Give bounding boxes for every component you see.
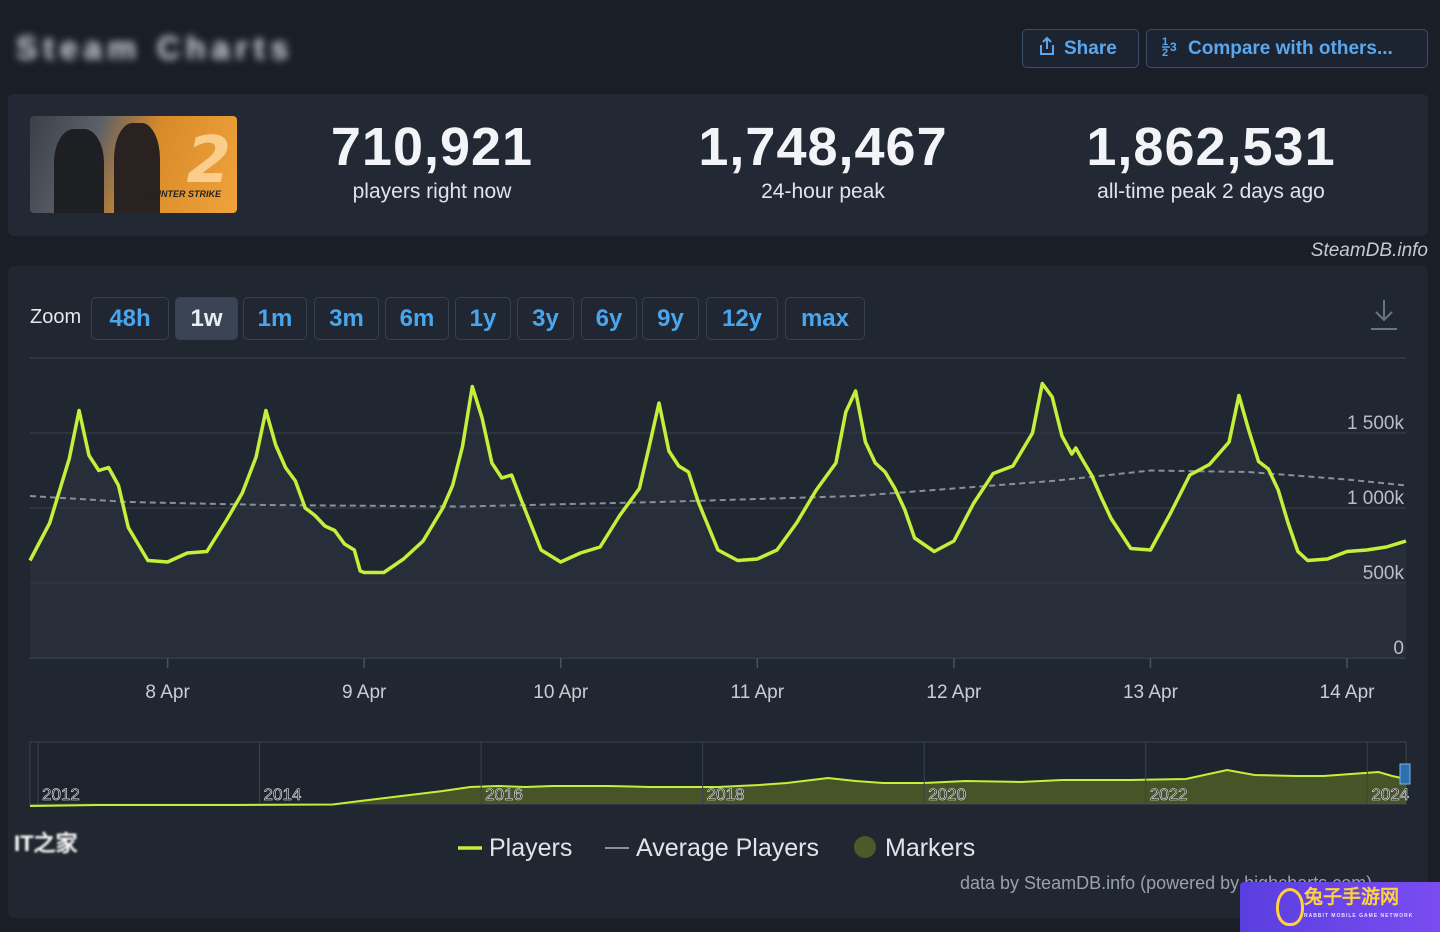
- navigator-tick-label: 2014: [264, 785, 302, 804]
- capsule-number: 2: [186, 124, 231, 198]
- compare-label: Compare with others...: [1188, 37, 1393, 59]
- zoom-button-3m[interactable]: 3m: [314, 297, 379, 340]
- navigator-tick-label: 2022: [1150, 785, 1188, 804]
- area-layer: [30, 383, 1406, 658]
- zoom-button-1m[interactable]: 1m: [243, 297, 307, 340]
- stats-panel: 2 COUNTER STRIKE 710,921 players right n…: [8, 94, 1428, 236]
- alltime-peak-label: all-time peak 2 days ago: [1097, 180, 1325, 203]
- legend-markers-symbol: [854, 836, 876, 858]
- navigator-tick-label: 2020: [928, 785, 966, 804]
- svg-text:1: 1: [1162, 36, 1168, 48]
- main-chart[interactable]: 1 500k 1 000k 500k 0 8 Apr 9 Apr 10 Apr 11 Apr…: [8, 266, 1428, 918]
- x-tick-label: 12 Apr: [926, 682, 982, 703]
- svg-text:3: 3: [1170, 40, 1177, 54]
- zoom-button-3y[interactable]: 3y: [517, 297, 574, 340]
- rabbit-icon: [1276, 888, 1304, 926]
- stat-24h-peak: 1,748,467 24-hour peak: [676, 116, 970, 204]
- players-line: [28, 381, 1407, 575]
- stat-alltime-peak: 1,862,531 all-time peak 2 days ago: [1066, 116, 1356, 204]
- zoom-button-48h[interactable]: 48h: [91, 297, 169, 340]
- average-players-line: [29, 469, 1407, 508]
- capsule-title: COUNTER STRIKE: [140, 189, 221, 199]
- x-tick-label: 8 Apr: [145, 682, 190, 703]
- zoom-button-max[interactable]: max: [785, 297, 865, 340]
- stat-current: 710,921 players right now: [300, 116, 564, 204]
- game-capsule-image[interactable]: 2 COUNTER STRIKE: [30, 116, 237, 213]
- players-area: [30, 383, 1406, 658]
- x-tick-label: 13 Apr: [1123, 682, 1179, 703]
- average-line-layer: [29, 469, 1407, 508]
- x-tick-label: 9 Apr: [342, 682, 387, 703]
- y-tick-label: 500k: [1363, 563, 1405, 584]
- navigator-handle: [1399, 763, 1411, 785]
- soldier-figure: [114, 123, 160, 213]
- peak-24h-label: 24-hour peak: [761, 180, 885, 203]
- legend-average-label: Average Players: [636, 834, 819, 862]
- navigator-tick-label: 2012: [42, 785, 80, 804]
- x-axis-labels: 8 Apr 9 Apr 10 Apr 11 Apr 12 Apr 13 Apr 14 Apr: [145, 658, 1375, 703]
- watermark-logo: IT之家: [14, 831, 78, 856]
- y-tick-label: 1 000k: [1347, 488, 1405, 509]
- x-tick-label: 14 Apr: [1320, 682, 1376, 703]
- share-icon: [1038, 36, 1056, 61]
- brand-tag[interactable]: SteamDB.info: [1310, 240, 1428, 261]
- badge-title: 兔子手游网: [1304, 887, 1400, 908]
- navigator-tick-label: 2018: [707, 785, 745, 804]
- navigator-line: [29, 768, 1407, 807]
- chart-panel: Zoom 48h 1w 1m 3m 6m 1y 3y 6y 9y 12y max 1 500k 1 0…: [8, 266, 1428, 918]
- share-button[interactable]: Share: [1022, 29, 1139, 68]
- zoom-button-9y[interactable]: 9y: [642, 297, 699, 340]
- download-icon[interactable]: [1368, 298, 1400, 332]
- zoom-button-6y[interactable]: 6y: [581, 297, 637, 340]
- navigator-tick-label: 2016: [485, 785, 523, 804]
- legend-markers-label: Markers: [885, 834, 975, 862]
- alltime-peak-value: 1,862,531: [1086, 117, 1336, 177]
- soldier-figure: [54, 129, 104, 213]
- app-title: Steam Charts: [16, 30, 295, 66]
- zoom-button-1y[interactable]: 1y: [455, 297, 511, 340]
- current-players-label: players right now: [352, 180, 512, 203]
- share-label: Share: [1064, 37, 1117, 59]
- navigator: 2012 2014 2016 2018 2020 2022 2024: [29, 741, 1411, 807]
- x-tick-label: 11 Apr: [731, 682, 785, 703]
- legend-players-label: Players: [489, 834, 572, 862]
- zoom-button-12y[interactable]: 12y: [706, 297, 778, 340]
- peak-24h-value: 1,748,467: [698, 117, 948, 177]
- zoom-button-1w[interactable]: 1w: [175, 297, 238, 340]
- badge-subtitle: RABBIT MOBILE GAME NETWORK: [1304, 913, 1414, 919]
- x-tick-label: 10 Apr: [533, 682, 589, 703]
- current-players-value: 710,921: [330, 117, 534, 177]
- players-line-layer: [28, 381, 1407, 575]
- watermark-badge: 兔子手游网 RABBIT MOBILE GAME NETWORK: [1240, 882, 1440, 932]
- y-axis-labels: 1 500k 1 000k 500k 0: [1347, 413, 1405, 659]
- zoom-button-6m[interactable]: 6m: [385, 297, 449, 340]
- zoom-label: Zoom: [30, 306, 82, 328]
- svg-text:2: 2: [1162, 47, 1168, 57]
- legend: Players Average Players Markers: [458, 834, 975, 862]
- y-tick-label: 1 500k: [1347, 413, 1405, 434]
- navigator-tick-label: 2024: [1371, 785, 1409, 804]
- y-tick-label: 0: [1393, 638, 1404, 659]
